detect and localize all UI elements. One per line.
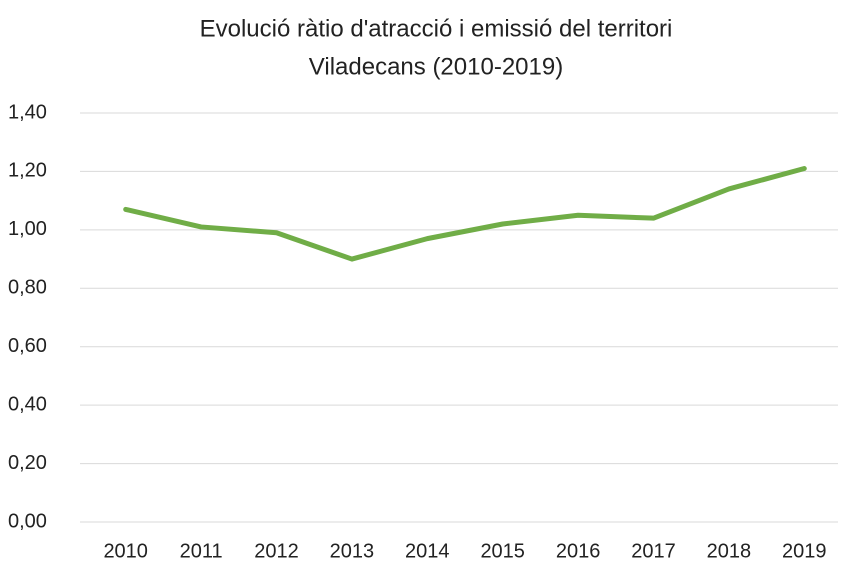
x-tick-label: 2017	[631, 540, 676, 562]
y-tick-label: 1,20	[8, 160, 47, 182]
x-tick-label: 2019	[782, 540, 827, 562]
y-tick-label: 0,20	[8, 452, 47, 474]
x-tick-label: 2011	[180, 540, 223, 562]
x-tick-label: 2014	[405, 540, 450, 562]
x-tick-label: 2010	[103, 540, 148, 562]
y-tick-label: 0,60	[8, 335, 47, 357]
x-tick-label: 2012	[254, 540, 299, 562]
y-tick-label: 0,40	[8, 393, 47, 415]
chart-title: Viladecans (2010-2019)	[309, 53, 563, 80]
x-tick-label: 2018	[707, 540, 752, 562]
x-tick-label: 2013	[330, 540, 375, 562]
y-tick-label: 1,00	[8, 218, 47, 240]
x-tick-label: 2016	[556, 540, 601, 562]
y-tick-label: 1,40	[8, 101, 47, 123]
y-tick-label: 0,80	[8, 277, 47, 299]
y-tick-label: 0,00	[8, 510, 47, 532]
line-series	[123, 166, 807, 262]
chart-title: Evolució ràtio d'atracció i emissió del …	[200, 15, 673, 42]
x-tick-label: 2015	[480, 540, 525, 562]
